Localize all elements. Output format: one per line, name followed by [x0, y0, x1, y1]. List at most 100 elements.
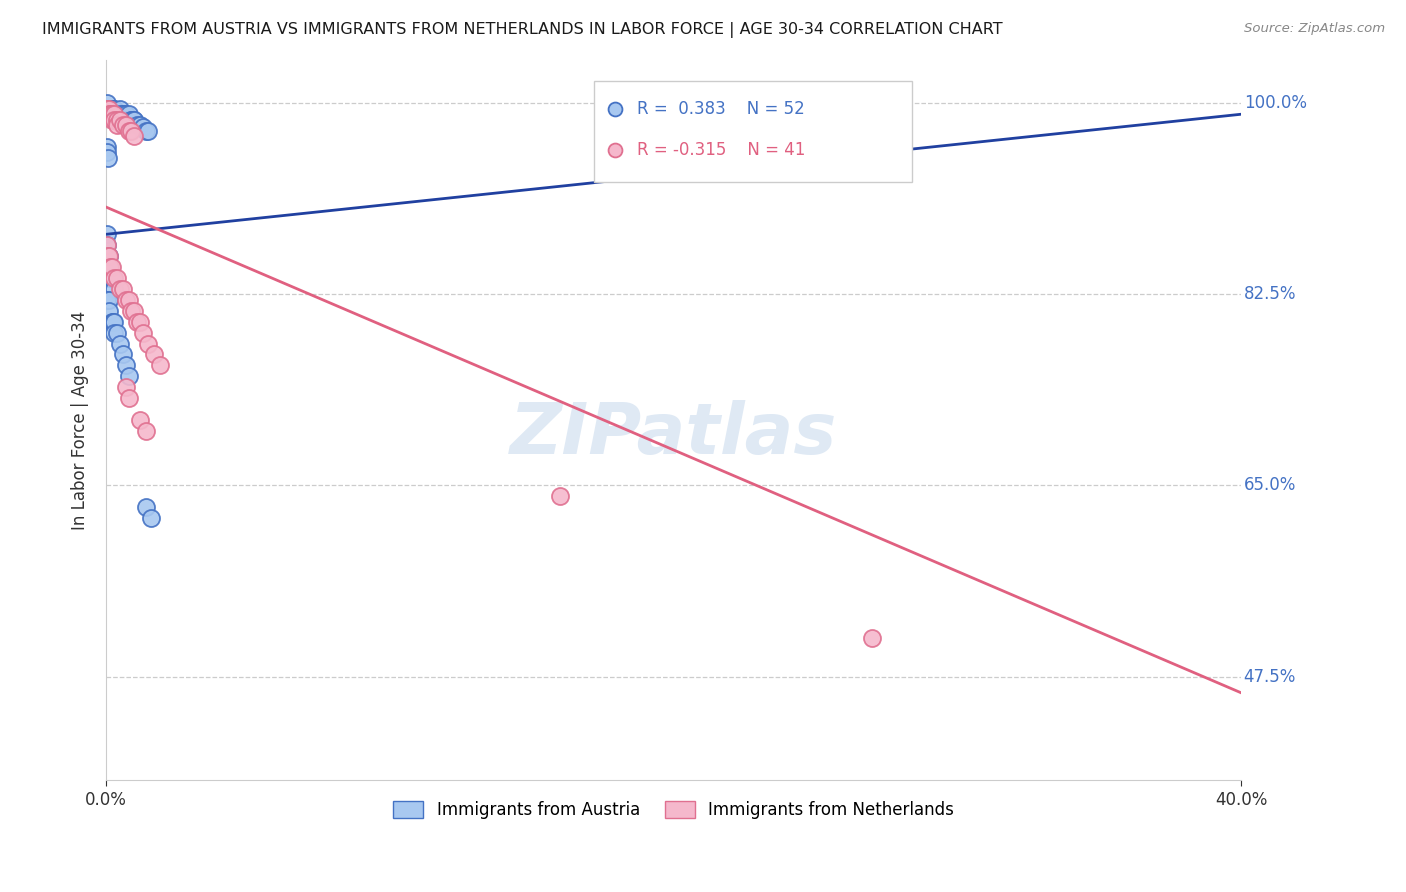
Text: 82.5%: 82.5% [1244, 285, 1296, 303]
Point [97, 249, 120, 263]
Point [108, 336, 131, 351]
Point [111, 107, 134, 121]
Point [100, 107, 122, 121]
Point [96, 102, 118, 116]
Point [124, 129, 146, 144]
Text: 100.0%: 100.0% [1244, 95, 1306, 112]
Point [117, 369, 139, 384]
Point [117, 391, 139, 405]
Point [132, 120, 155, 135]
Point [96, 238, 118, 252]
Point [114, 112, 136, 127]
Point [108, 107, 131, 121]
Text: R = -0.315    N = 41: R = -0.315 N = 41 [637, 141, 806, 159]
Point [96, 140, 118, 154]
Point [114, 293, 136, 307]
Point [100, 315, 122, 329]
Point [129, 118, 152, 132]
Point [111, 347, 134, 361]
Point [111, 118, 134, 132]
Point [105, 326, 128, 340]
Point [111, 282, 134, 296]
Point [129, 413, 152, 427]
Point [103, 326, 125, 340]
Point [98, 102, 121, 116]
Point [105, 118, 128, 132]
Point [143, 347, 166, 361]
Point [97, 249, 120, 263]
Point [120, 123, 142, 137]
Point [127, 315, 149, 329]
Point [117, 293, 139, 307]
Point [97, 249, 120, 263]
Text: ZIPatlas: ZIPatlas [510, 400, 838, 469]
Text: 65.0%: 65.0% [1244, 476, 1296, 494]
Point [129, 315, 152, 329]
Point [103, 102, 125, 116]
Point [548, 489, 571, 503]
Point [114, 380, 136, 394]
Point [135, 123, 157, 137]
Point [135, 424, 157, 438]
Point [124, 112, 146, 127]
Point [103, 315, 125, 329]
Point [120, 112, 142, 127]
Point [97, 102, 120, 116]
Point [98, 107, 121, 121]
Point [117, 107, 139, 121]
Point [97, 303, 120, 318]
Point [111, 107, 134, 121]
Point [98, 102, 121, 116]
Point [96, 238, 118, 252]
Point [103, 102, 125, 116]
Point [105, 107, 128, 121]
Text: IMMIGRANTS FROM AUSTRIA VS IMMIGRANTS FROM NETHERLANDS IN LABOR FORCE | AGE 30-3: IMMIGRANTS FROM AUSTRIA VS IMMIGRANTS FR… [42, 22, 1002, 38]
Point [105, 107, 128, 121]
Y-axis label: In Labor Force | Age 30-34: In Labor Force | Age 30-34 [72, 310, 89, 530]
Point [101, 315, 124, 329]
Point [124, 112, 146, 127]
Point [98, 260, 121, 274]
Point [138, 336, 160, 351]
Point [105, 271, 128, 285]
Text: R =  0.383    N = 52: R = 0.383 N = 52 [637, 100, 806, 118]
Point [100, 112, 122, 127]
Point [108, 102, 131, 116]
Point [100, 107, 122, 121]
Point [124, 303, 146, 318]
Point [117, 123, 139, 137]
Point [97, 293, 120, 307]
Point [103, 107, 125, 121]
Point [96, 227, 118, 242]
Point [97, 249, 120, 263]
Point [127, 118, 149, 132]
Point [108, 282, 131, 296]
Point [860, 632, 883, 646]
Text: 47.5%: 47.5% [1244, 667, 1296, 686]
Point [97, 107, 120, 121]
Point [97, 102, 120, 116]
Point [103, 112, 125, 127]
Point [100, 107, 122, 121]
Point [97, 260, 120, 274]
Point [149, 359, 172, 373]
Point [97, 151, 120, 165]
Point [114, 359, 136, 373]
Point [103, 271, 125, 285]
Point [100, 271, 122, 285]
Point [108, 112, 131, 127]
FancyBboxPatch shape [595, 81, 912, 182]
Point [141, 511, 163, 525]
Point [100, 102, 122, 116]
Point [96, 145, 118, 160]
Point [138, 123, 160, 137]
Point [96, 102, 118, 116]
Point [103, 282, 125, 296]
Point [132, 326, 155, 340]
Point [135, 500, 157, 515]
Point [114, 118, 136, 132]
Legend: Immigrants from Austria, Immigrants from Netherlands: Immigrants from Austria, Immigrants from… [387, 795, 960, 826]
Point [98, 271, 121, 285]
Point [100, 260, 122, 274]
Point [96, 96, 118, 111]
